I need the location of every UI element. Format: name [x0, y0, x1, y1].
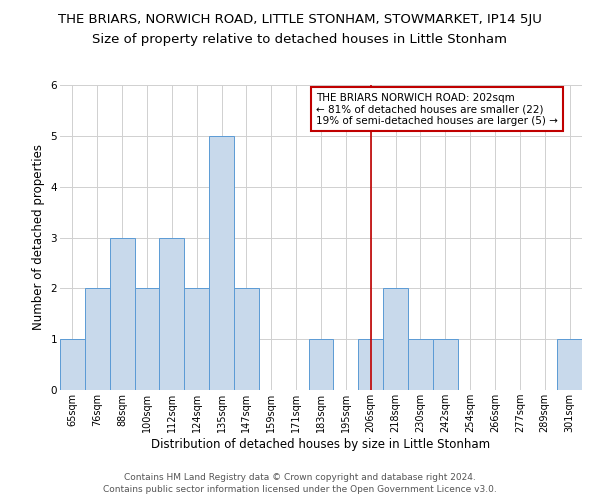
Bar — [308, 339, 334, 390]
Y-axis label: Number of detached properties: Number of detached properties — [32, 144, 45, 330]
X-axis label: Distribution of detached houses by size in Little Stonham: Distribution of detached houses by size … — [151, 438, 491, 451]
Text: THE BRIARS, NORWICH ROAD, LITTLE STONHAM, STOWMARKET, IP14 5JU: THE BRIARS, NORWICH ROAD, LITTLE STONHAM… — [58, 12, 542, 26]
Bar — [433, 339, 458, 390]
Bar — [60, 339, 85, 390]
Bar — [209, 136, 234, 390]
Bar — [557, 339, 582, 390]
Bar — [184, 288, 209, 390]
Bar — [85, 288, 110, 390]
Bar — [160, 238, 184, 390]
Bar — [110, 238, 134, 390]
Bar — [234, 288, 259, 390]
Bar — [134, 288, 160, 390]
Text: Contains HM Land Registry data © Crown copyright and database right 2024.
Contai: Contains HM Land Registry data © Crown c… — [103, 472, 497, 494]
Bar — [383, 288, 408, 390]
Bar — [408, 339, 433, 390]
Text: THE BRIARS NORWICH ROAD: 202sqm
← 81% of detached houses are smaller (22)
19% of: THE BRIARS NORWICH ROAD: 202sqm ← 81% of… — [316, 92, 558, 126]
Bar — [358, 339, 383, 390]
Text: Size of property relative to detached houses in Little Stonham: Size of property relative to detached ho… — [92, 32, 508, 46]
